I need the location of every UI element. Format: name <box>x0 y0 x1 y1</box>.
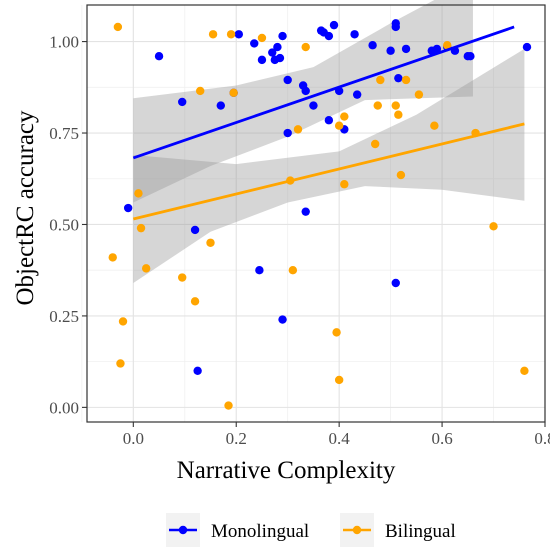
data-point-bilingual <box>116 359 125 368</box>
data-point-monolingual <box>178 97 187 107</box>
data-point-bilingual <box>401 75 411 85</box>
y-tick-label: 0.25 <box>49 307 79 326</box>
data-point-monolingual <box>329 20 339 30</box>
data-point-bilingual <box>370 139 380 149</box>
data-point-bilingual <box>113 22 123 32</box>
x-axis-ticks: 0.0 0.2 0.4 0.6 0.8 <box>123 422 550 448</box>
data-point-bilingual <box>334 375 344 385</box>
data-point-bilingual <box>134 189 143 198</box>
fit-lines <box>132 25 525 221</box>
x-tick-label: 0.4 <box>329 429 351 448</box>
data-point-bilingual <box>141 264 151 273</box>
data-point-monolingual <box>123 203 133 213</box>
data-point-monolingual <box>386 46 395 55</box>
data-point-monolingual <box>522 42 532 52</box>
data-point-bilingual <box>414 90 424 99</box>
data-point-monolingual <box>250 39 259 48</box>
data-point-monolingual <box>324 31 334 41</box>
data-point-monolingual <box>193 366 202 375</box>
y-tick-label: 0.75 <box>49 124 79 143</box>
y-tick-label: 0.00 <box>49 398 79 417</box>
data-point-bilingual <box>208 30 218 39</box>
x-tick-label: 0.6 <box>431 429 452 448</box>
data-point-bilingual <box>178 273 187 282</box>
data-point-bilingual <box>373 101 382 110</box>
data-point-monolingual <box>275 53 285 63</box>
y-tick-label: 0.50 <box>49 215 79 234</box>
data-point-bilingual <box>257 33 267 43</box>
data-point-monolingual <box>309 101 318 110</box>
y-axis-ticks: 0.00 0.25 0.50 0.75 1.00 <box>49 33 87 417</box>
data-point-bilingual <box>430 121 439 130</box>
data-point-bilingual <box>196 86 205 96</box>
legend-label-monolingual: Monolingual <box>211 521 309 542</box>
data-point-bilingual <box>226 30 236 39</box>
confidence-band-bilingual <box>133 48 525 283</box>
data-point-monolingual <box>257 55 267 65</box>
data-point-monolingual <box>216 101 225 110</box>
panel-border <box>86 4 546 423</box>
data-point-bilingual <box>376 75 385 85</box>
data-point-monolingual <box>391 19 400 28</box>
legend: Monolingual Bilingual <box>166 513 456 547</box>
data-point-bilingual <box>229 88 238 97</box>
x-tick-label: 0.2 <box>226 429 247 448</box>
data-point-monolingual <box>432 44 442 54</box>
data-points <box>108 19 532 410</box>
panel-background <box>87 5 545 422</box>
x-axis-title: Narrative Complexity <box>177 457 396 484</box>
data-point-bilingual <box>334 121 344 130</box>
data-point-bilingual <box>190 297 200 306</box>
data-point-bilingual <box>288 265 298 275</box>
data-point-monolingual <box>268 48 277 57</box>
data-point-bilingual <box>394 110 403 119</box>
data-point-monolingual <box>401 44 411 54</box>
data-point-monolingual <box>391 278 400 288</box>
data-point-monolingual <box>352 90 362 99</box>
data-point-monolingual <box>324 116 334 125</box>
legend-key-point <box>178 525 188 535</box>
data-point-monolingual <box>190 225 200 235</box>
data-point-bilingual <box>391 101 400 110</box>
data-point-bilingual <box>489 222 498 231</box>
y-axis-title: ObjectRC accuracy <box>12 110 39 306</box>
data-point-monolingual <box>301 86 310 96</box>
data-point-bilingual <box>301 42 310 52</box>
x-tick-label: 0.0 <box>123 429 144 448</box>
data-point-monolingual <box>466 52 475 61</box>
data-point-monolingual <box>278 31 287 41</box>
y-tick-label: 1.00 <box>49 33 79 52</box>
data-point-bilingual <box>340 180 349 189</box>
data-point-bilingual <box>136 223 146 233</box>
data-point-monolingual <box>368 41 377 50</box>
data-point-monolingual <box>234 30 244 39</box>
data-point-monolingual <box>283 75 292 85</box>
data-point-monolingual <box>301 207 310 216</box>
data-point-bilingual <box>108 253 117 262</box>
data-point-monolingual <box>255 265 264 275</box>
data-point-bilingual <box>332 328 341 337</box>
data-point-bilingual <box>396 170 406 180</box>
data-point-bilingual <box>520 366 529 375</box>
data-point-monolingual <box>394 73 403 83</box>
data-point-bilingual <box>206 238 215 247</box>
legend-label-bilingual: Bilingual <box>385 521 456 542</box>
fit-line-bilingual <box>132 122 525 221</box>
data-point-monolingual <box>273 42 282 52</box>
data-point-bilingual <box>118 317 128 326</box>
data-point-bilingual <box>224 401 233 410</box>
data-point-monolingual <box>278 315 287 324</box>
data-point-monolingual <box>154 52 164 61</box>
data-point-bilingual <box>340 112 349 121</box>
data-point-bilingual <box>293 125 303 134</box>
legend-key-point <box>352 525 362 535</box>
x-tick-label: 0.8 <box>534 429 550 448</box>
data-point-bilingual <box>443 41 452 50</box>
data-point-monolingual <box>350 30 359 39</box>
fit-line-monolingual <box>132 25 515 160</box>
data-point-monolingual <box>283 128 292 138</box>
